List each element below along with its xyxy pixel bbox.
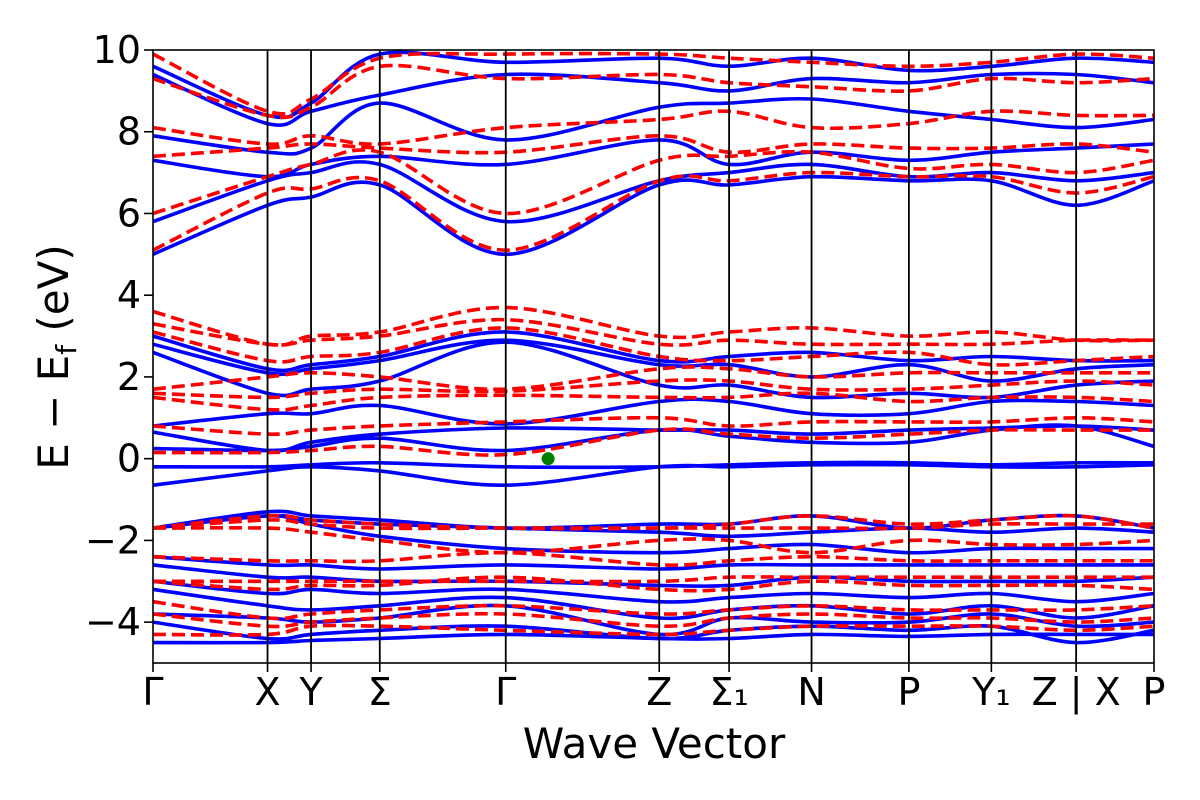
y-tick-label: 2: [117, 355, 141, 399]
x-tick-label: Σ₁: [709, 670, 748, 714]
x-tick-label: P: [1143, 670, 1166, 714]
fermi-marker: [541, 452, 555, 466]
y-axis-label-sub: f: [50, 344, 83, 355]
y-tick-label: −4: [85, 600, 141, 644]
x-tick-label: Z: [646, 670, 672, 714]
dashed-band-17: [153, 170, 1154, 252]
marker-layer: [541, 452, 555, 466]
kpoint-lines: [266, 50, 1078, 663]
y-tick-label: −2: [85, 518, 141, 562]
x-tick-label: Y₁: [971, 670, 1010, 714]
x-tick-label: Y: [298, 670, 323, 714]
x-tick-label: Γ: [495, 670, 516, 714]
x-tick-label: Γ: [142, 670, 163, 714]
solid-band-18: [153, 174, 1154, 257]
y-tick-label: 0: [117, 437, 141, 481]
x-tick-label: X: [255, 670, 281, 714]
y-tick-label: 4: [117, 273, 141, 317]
x-ticks: Γ X Y Σ Γ Z Σ₁ N P Y₁ Z | X P: [142, 663, 1165, 715]
x-tick-label: N: [797, 670, 825, 714]
y-axis-label: E − Ef (eV): [29, 244, 83, 470]
y-tick-label: 8: [117, 110, 141, 154]
x-tick-label: Σ: [368, 670, 392, 714]
y-axis-label-unit: (eV): [29, 244, 78, 345]
y-axis-label-main: E − E: [29, 355, 78, 470]
x-tick-label: P: [897, 670, 920, 714]
y-ticks: 10 8 6 4 2 0 −2 −4: [85, 28, 153, 644]
x-tick-label: Z | X: [1032, 670, 1121, 715]
plot-frame: [152, 49, 1155, 664]
dashed-band-22: [153, 51, 1154, 116]
x-axis-label: Wave Vector: [523, 719, 786, 768]
y-tick-label: 6: [117, 191, 141, 235]
y-tick-label: 10: [93, 28, 141, 72]
